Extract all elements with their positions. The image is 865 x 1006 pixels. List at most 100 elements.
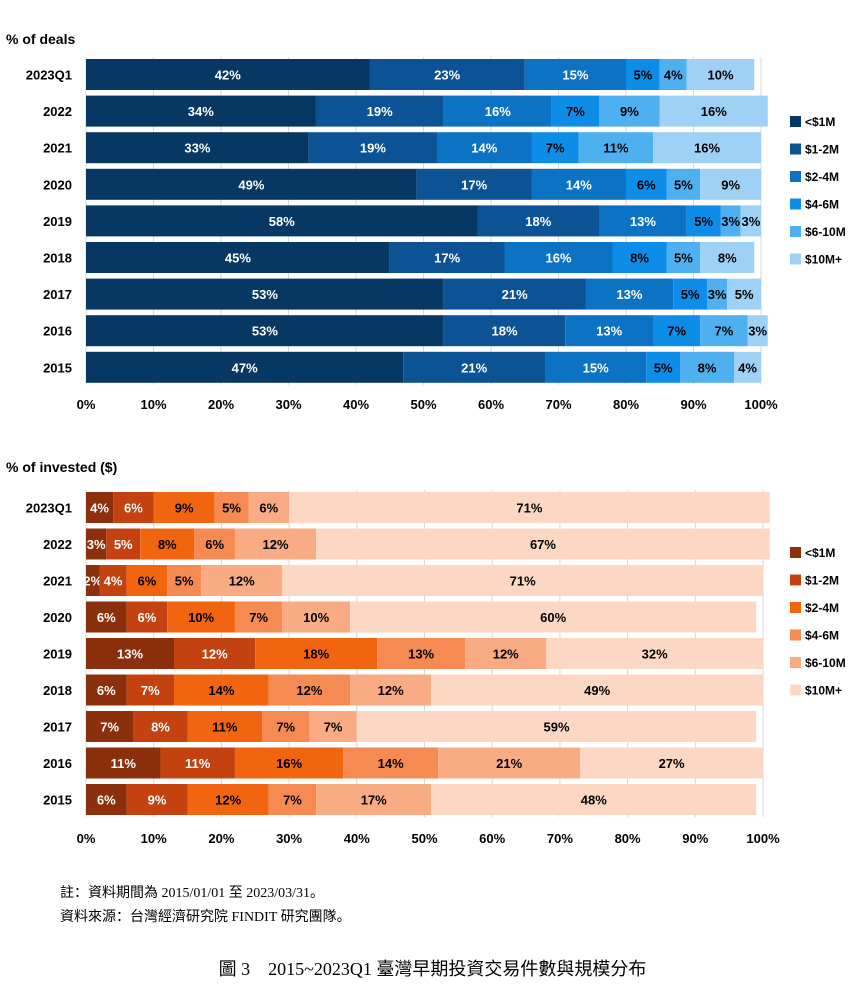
legend-label: $2-4M [805, 170, 839, 184]
data-label: 5% [674, 177, 693, 192]
figure-caption: 圖 3 2015~2023Q1 臺灣早期投資交易件數與規模分布 [218, 959, 647, 979]
data-label: 16% [276, 756, 302, 771]
x-tick-label: 0% [77, 397, 96, 412]
bar-segment [626, 59, 660, 90]
bar-segment [308, 132, 437, 164]
x-tick-label: 40% [343, 397, 369, 412]
bar-segment [659, 95, 768, 127]
bar-segment [666, 168, 701, 200]
x-tick-label: 0% [77, 831, 96, 846]
bar-segment [234, 601, 283, 633]
data-label: 5% [681, 287, 700, 302]
legend-swatch [790, 574, 801, 586]
legend-label: $2-4M [805, 601, 839, 615]
category-label: 2019 [43, 647, 72, 662]
bar-segment [282, 565, 763, 596]
bar-segment [187, 784, 269, 815]
data-label: 47% [232, 360, 258, 375]
data-label: 19% [360, 141, 386, 156]
legend-swatch [790, 657, 801, 668]
data-label: 58% [269, 214, 295, 229]
data-label: 13% [117, 647, 143, 662]
bar-segment [504, 242, 613, 273]
data-label: 7% [100, 720, 119, 735]
bar-segment [465, 638, 547, 669]
bar-segment [350, 674, 432, 706]
category-label: 2018 [43, 251, 72, 266]
data-label: 7% [249, 610, 268, 625]
data-label: 6% [124, 501, 143, 516]
bar-segment [86, 711, 134, 742]
legend-label: $1-2M [805, 143, 839, 157]
legend-label: $10M+ [805, 684, 842, 698]
data-label: 18% [525, 214, 551, 229]
data-label: 6% [97, 683, 116, 698]
data-label: 7% [714, 324, 733, 339]
legend-label: $4-6M [805, 198, 839, 212]
bar-segment [113, 492, 154, 523]
bar-segment [316, 528, 770, 560]
data-label: 12% [296, 683, 322, 698]
data-label: 6% [637, 177, 656, 192]
data-label: 4% [104, 574, 123, 589]
bar-segment [282, 601, 351, 633]
bar-segment [585, 278, 674, 310]
legend-swatch [790, 226, 801, 237]
data-label: 6% [259, 501, 278, 516]
category-label: 2016 [43, 756, 72, 771]
data-label: 21% [502, 287, 528, 302]
data-label: 6% [205, 537, 224, 552]
bar-segment [551, 95, 599, 127]
bar-segment [315, 95, 444, 127]
x-tick-label: 40% [344, 831, 370, 846]
x-tick-label: 20% [208, 831, 234, 846]
x-tick-label: 30% [275, 397, 301, 412]
bar-segment [167, 601, 235, 633]
data-label: 14% [208, 683, 234, 698]
data-label: 14% [566, 177, 592, 192]
legend-label: $6-10M [805, 225, 846, 239]
data-label: 71% [510, 574, 536, 589]
x-tick-label: 80% [615, 831, 641, 846]
bar-segment [126, 784, 188, 815]
data-label: 67% [530, 537, 556, 552]
legend-label: <$1M [805, 115, 835, 129]
bar-segment [599, 95, 660, 127]
bar-segment [86, 638, 175, 669]
bar-segment [126, 674, 175, 706]
bar-segment [268, 674, 351, 706]
bar-segment [599, 205, 687, 237]
bar-segment [133, 711, 188, 742]
data-label: 32% [642, 647, 668, 662]
bar-segment [443, 278, 586, 310]
bar-segment [289, 492, 770, 523]
bar-segment [153, 492, 215, 523]
bar-segment [234, 747, 344, 779]
x-tick-label: 70% [545, 397, 571, 412]
x-tick-label: 70% [547, 831, 573, 846]
category-label: 2017 [43, 720, 72, 735]
bar-segment [389, 242, 505, 273]
bar-segment [86, 784, 127, 815]
data-label: 11% [111, 756, 137, 771]
bar-segment [707, 278, 728, 310]
x-tick-label: 20% [208, 397, 234, 412]
data-label: 5% [654, 360, 673, 375]
data-label: 71% [516, 501, 542, 516]
category-label: 2015 [43, 360, 72, 375]
bar-segment [531, 132, 579, 164]
data-label: 12% [229, 574, 255, 589]
data-label: 12% [263, 537, 289, 552]
bar-segment [680, 351, 734, 383]
data-label: 7% [546, 141, 565, 156]
bar-segment [86, 59, 370, 90]
data-label: 17% [361, 793, 387, 808]
bar-segment [343, 747, 439, 779]
data-label: 8% [698, 360, 717, 375]
bar-segment [255, 638, 378, 669]
bar-segment [356, 711, 757, 742]
legend-swatch [790, 684, 801, 696]
data-label: 14% [378, 756, 404, 771]
bar-segment [524, 59, 626, 90]
data-label: 9% [721, 177, 740, 192]
